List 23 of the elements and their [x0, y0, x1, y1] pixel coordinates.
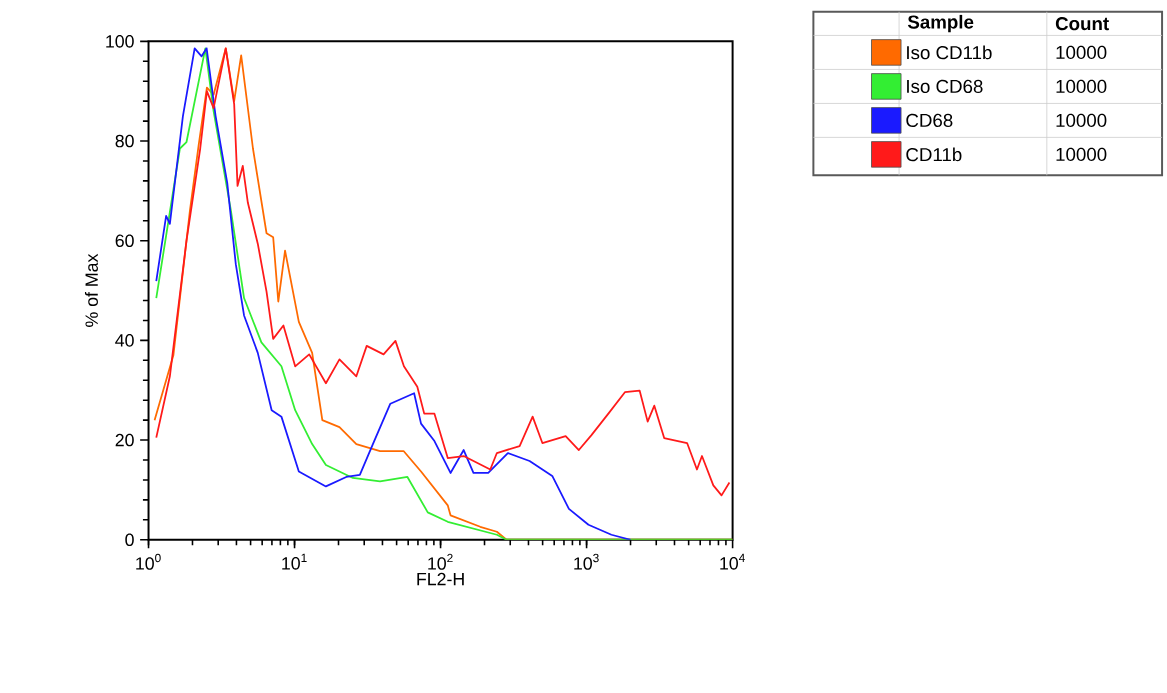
y-tick-label: 100 [106, 34, 134, 48]
y-tick-label: 40 [115, 333, 134, 347]
text: 10000 [1056, 113, 1107, 127]
legend-label: CD68 [906, 113, 953, 127]
y-tick-label: 80 [115, 134, 134, 148]
y-tick-label: 0 [125, 533, 134, 546]
x-tick-label: 10$^{4}$ [720, 553, 745, 570]
y-tick-label: 20 [115, 433, 134, 447]
text: 10000 [1056, 79, 1107, 93]
legend-title: Sample [907, 14, 974, 33]
text: 10000 [1056, 45, 1107, 59]
y-axis-title: % of Max [84, 253, 98, 327]
text: 10000 [1056, 147, 1107, 161]
legend-label: Iso CD68 [907, 79, 983, 93]
legend-label: Iso CD11b [907, 45, 992, 60]
text: Count [1055, 16, 1109, 31]
x-tick-label: 10$^{0}$ [136, 553, 161, 570]
x-tick-label: 10$^{3}$ [574, 553, 599, 570]
x-tick-label: 10$^{2}$ [428, 553, 453, 570]
y-tick-label: 60 [115, 234, 134, 247]
x-axis-title: FL2-H [417, 572, 464, 585]
x-tick-label: 10$^{1}$ [282, 553, 307, 570]
legend-label: CD11b [906, 147, 962, 162]
